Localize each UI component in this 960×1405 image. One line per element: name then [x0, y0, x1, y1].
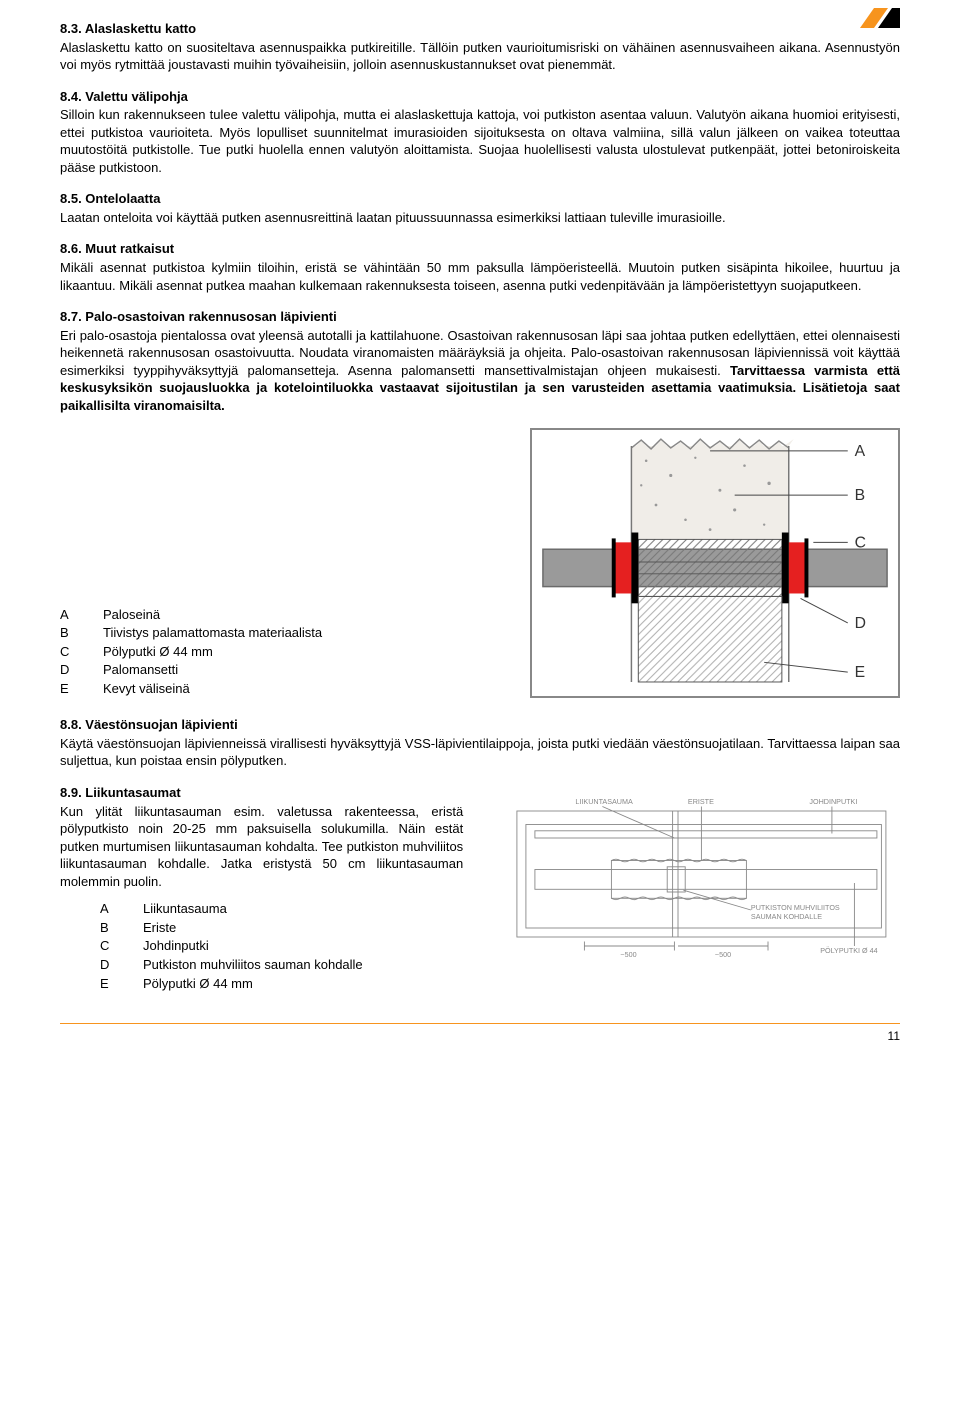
fig2-label: PUTKISTON MUHVILIITOS — [751, 903, 840, 912]
body-8-4: Silloin kun rakennukseen tulee valettu v… — [60, 106, 900, 176]
section-8-4: 8.4. Valettu välipohja Silloin kun raken… — [60, 88, 900, 177]
fig2-label: JOHDINPUTKI — [810, 797, 858, 806]
body-8-6: Mikäli asennat putkistoa kylmiin tiloihi… — [60, 259, 900, 294]
body-8-3: Alaslaskettu katto on suositeltava asenn… — [60, 39, 900, 74]
fig2-label: PÖLYPUTKI Ø 44 — [820, 946, 877, 955]
figure-2: LIIKUNTASAUMA ERISTE JOHDINPUTKI — [503, 784, 900, 964]
legend-val: Liikuntasauma — [143, 900, 227, 918]
legend-key: A — [60, 606, 75, 624]
legend-key: D — [60, 661, 75, 679]
heading-8-9: 8.9. Liikuntasaumat — [60, 784, 463, 802]
page-number: 11 — [60, 1028, 900, 1044]
footer-rule — [60, 1023, 900, 1024]
legend-val: Putkiston muhviliitos sauman kohdalle — [143, 956, 363, 974]
legend-key: C — [100, 937, 115, 955]
fig2-dim: ~500 — [621, 950, 637, 959]
body-8-5: Laatan onteloita voi käyttää putken asen… — [60, 209, 900, 227]
section-8-6: 8.6. Muut ratkaisut Mikäli asennat putki… — [60, 240, 900, 294]
heading-8-8: 8.8. Väestönsuojan läpivienti — [60, 716, 900, 734]
legend-key: E — [60, 680, 75, 698]
fig2-label: LIIKUNTASAUMA — [576, 797, 634, 806]
fig2-label: ERISTE — [688, 797, 714, 806]
svg-text:B: B — [855, 487, 865, 504]
body-8-8: Käytä väestönsuojan läpivienneissä viral… — [60, 735, 900, 770]
heading-8-7: 8.7. Palo-osastoivan rakennusosan läpivi… — [60, 308, 900, 326]
legend-key: B — [100, 919, 115, 937]
legend-1: A Paloseinä B Tiivistys palamattomasta mat… — [60, 606, 322, 699]
heading-8-5: 8.5. Ontelolaatta — [60, 190, 900, 208]
fig2-dim: ~500 — [715, 950, 731, 959]
legend-val: Tiivistys palamattomasta materiaalista — [103, 624, 322, 642]
svg-text:D: D — [855, 615, 866, 632]
legend-key: A — [100, 900, 115, 918]
figure-1: A B C D E — [530, 428, 900, 698]
legend-val: Eriste — [143, 919, 176, 937]
body-8-9: Kun ylität liikuntasauman esim. valetuss… — [60, 803, 463, 891]
legend-val: Paloseinä — [103, 606, 160, 624]
heading-8-4: 8.4. Valettu välipohja — [60, 88, 900, 106]
legend-val: Kevyt väliseinä — [103, 680, 190, 698]
legend-val: Palomansetti — [103, 661, 178, 679]
body-8-7: Eri palo-osastoja pientalossa ovat yleen… — [60, 327, 900, 415]
svg-text:E: E — [855, 664, 865, 681]
legend-key: D — [100, 956, 115, 974]
section-8-7: 8.7. Palo-osastoivan rakennusosan läpivi… — [60, 308, 900, 414]
heading-8-6: 8.6. Muut ratkaisut — [60, 240, 900, 258]
heading-8-3: 8.3. Alaslaskettu katto — [60, 20, 900, 38]
brand-logo — [860, 8, 900, 28]
figure-1-wrap: A Paloseinä B Tiivistys palamattomasta mat… — [60, 428, 900, 698]
legend-key: E — [100, 975, 115, 993]
legend-2: A Liikuntasauma B Eriste C Johdinputki D Put… — [100, 900, 463, 992]
section-8-5: 8.5. Ontelolaatta Laatan onteloita voi k… — [60, 190, 900, 226]
svg-text:C: C — [855, 535, 866, 552]
svg-text:A: A — [855, 443, 866, 460]
legend-val: Pölyputki Ø 44 mm — [143, 975, 253, 993]
legend-key: C — [60, 643, 75, 661]
section-8-9-wrap: 8.9. Liikuntasaumat Kun ylität liikuntas… — [60, 784, 900, 993]
legend-key: B — [60, 624, 75, 642]
legend-val: Pölyputki Ø 44 mm — [103, 643, 213, 661]
section-8-8: 8.8. Väestönsuojan läpivienti Käytä väes… — [60, 716, 900, 770]
section-8-9: 8.9. Liikuntasaumat Kun ylität liikuntas… — [60, 784, 463, 890]
section-8-3: 8.3. Alaslaskettu katto Alaslaskettu kat… — [60, 20, 900, 74]
legend-val: Johdinputki — [143, 937, 209, 955]
fig2-label: SAUMAN KOHDALLE — [751, 912, 822, 921]
